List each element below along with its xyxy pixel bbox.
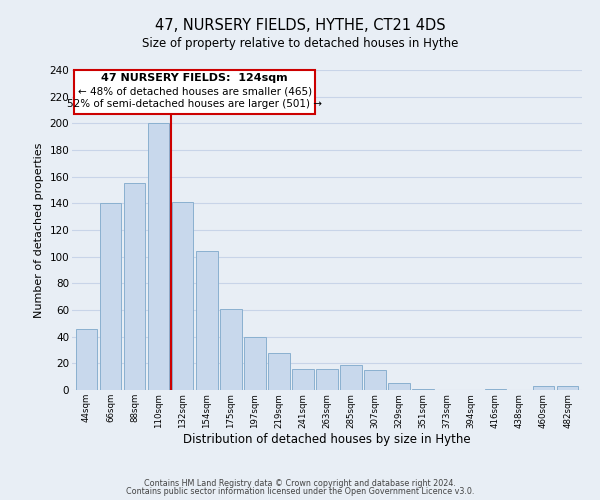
Bar bbox=[292, 368, 314, 390]
Text: Size of property relative to detached houses in Hythe: Size of property relative to detached ho… bbox=[142, 38, 458, 51]
Text: 52% of semi-detached houses are larger (501) →: 52% of semi-detached houses are larger (… bbox=[67, 100, 322, 110]
Bar bbox=[196, 252, 218, 390]
Text: Contains HM Land Registry data © Crown copyright and database right 2024.: Contains HM Land Registry data © Crown c… bbox=[144, 478, 456, 488]
Y-axis label: Number of detached properties: Number of detached properties bbox=[34, 142, 44, 318]
Bar bbox=[124, 184, 145, 390]
Bar bbox=[412, 388, 434, 390]
Text: 47 NURSERY FIELDS:  124sqm: 47 NURSERY FIELDS: 124sqm bbox=[101, 72, 288, 83]
Bar bbox=[316, 368, 338, 390]
Bar bbox=[364, 370, 386, 390]
Bar bbox=[388, 384, 410, 390]
Bar bbox=[268, 352, 290, 390]
Text: 47, NURSERY FIELDS, HYTHE, CT21 4DS: 47, NURSERY FIELDS, HYTHE, CT21 4DS bbox=[155, 18, 445, 32]
X-axis label: Distribution of detached houses by size in Hythe: Distribution of detached houses by size … bbox=[183, 433, 471, 446]
FancyBboxPatch shape bbox=[74, 70, 315, 114]
Text: ← 48% of detached houses are smaller (465): ← 48% of detached houses are smaller (46… bbox=[77, 86, 312, 96]
Bar bbox=[220, 308, 242, 390]
Bar bbox=[533, 386, 554, 390]
Bar bbox=[100, 204, 121, 390]
Bar bbox=[340, 364, 362, 390]
Bar bbox=[244, 336, 266, 390]
Bar bbox=[557, 386, 578, 390]
Bar bbox=[172, 202, 193, 390]
Text: Contains public sector information licensed under the Open Government Licence v3: Contains public sector information licen… bbox=[126, 487, 474, 496]
Bar bbox=[148, 124, 169, 390]
Bar bbox=[76, 328, 97, 390]
Bar bbox=[485, 388, 506, 390]
